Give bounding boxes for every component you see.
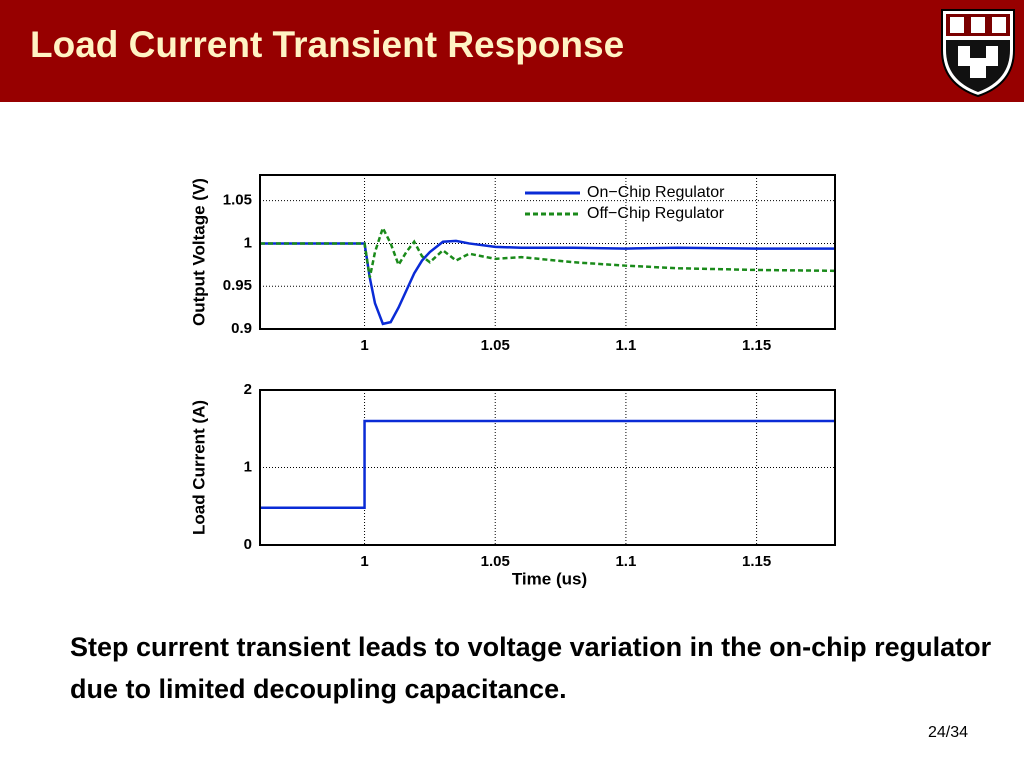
- y-axis-label: Load Current (A): [189, 400, 208, 535]
- y-tick-label: 1: [244, 458, 252, 475]
- caption: Step current transient leads to voltage …: [70, 632, 992, 704]
- x-tick-label: 1.05: [481, 553, 510, 570]
- y-tick-label: 0.95: [223, 277, 252, 294]
- x-tick-label: 1.15: [742, 337, 771, 354]
- header-band: Load Current Transient Response: [0, 0, 1024, 102]
- axes-frame: [259, 389, 836, 546]
- x-axis-label: Time (us): [512, 569, 587, 588]
- logo: [941, 9, 1015, 98]
- series-line: [260, 224, 836, 278]
- legend-label: On−Chip Regulator: [587, 184, 725, 201]
- page-number: 24/34: [928, 724, 969, 741]
- y-tick-label: 0: [244, 536, 252, 553]
- x-tick-label: 1.05: [481, 337, 510, 354]
- x-tick-label: 1: [360, 553, 368, 570]
- x-tick-label: 1.15: [742, 553, 771, 570]
- series-line: [260, 239, 835, 326]
- series-line: [260, 419, 835, 510]
- y-axis-label: Output Voltage (V): [189, 178, 208, 326]
- x-tick-label: 1: [360, 337, 368, 354]
- slide-title: Load Current Transient Response: [30, 24, 625, 65]
- y-tick-label: 2: [244, 381, 252, 398]
- y-tick-label: 1: [244, 234, 252, 251]
- plot-area: [260, 175, 835, 329]
- legend-label: Off−Chip Regulator: [587, 205, 725, 222]
- y-tick-label: 1.05: [223, 192, 252, 209]
- x-tick-label: 1.1: [615, 337, 636, 354]
- charts: 0.9 0.95 1 1.05 1 1.05 1.1 1.15 Output Voltage (…: [189, 174, 836, 588]
- axes-frame: [259, 174, 836, 330]
- y-tick-label: 0.9: [231, 320, 252, 337]
- plot-area: [260, 390, 835, 545]
- x-tick-label: 1.1: [615, 553, 636, 570]
